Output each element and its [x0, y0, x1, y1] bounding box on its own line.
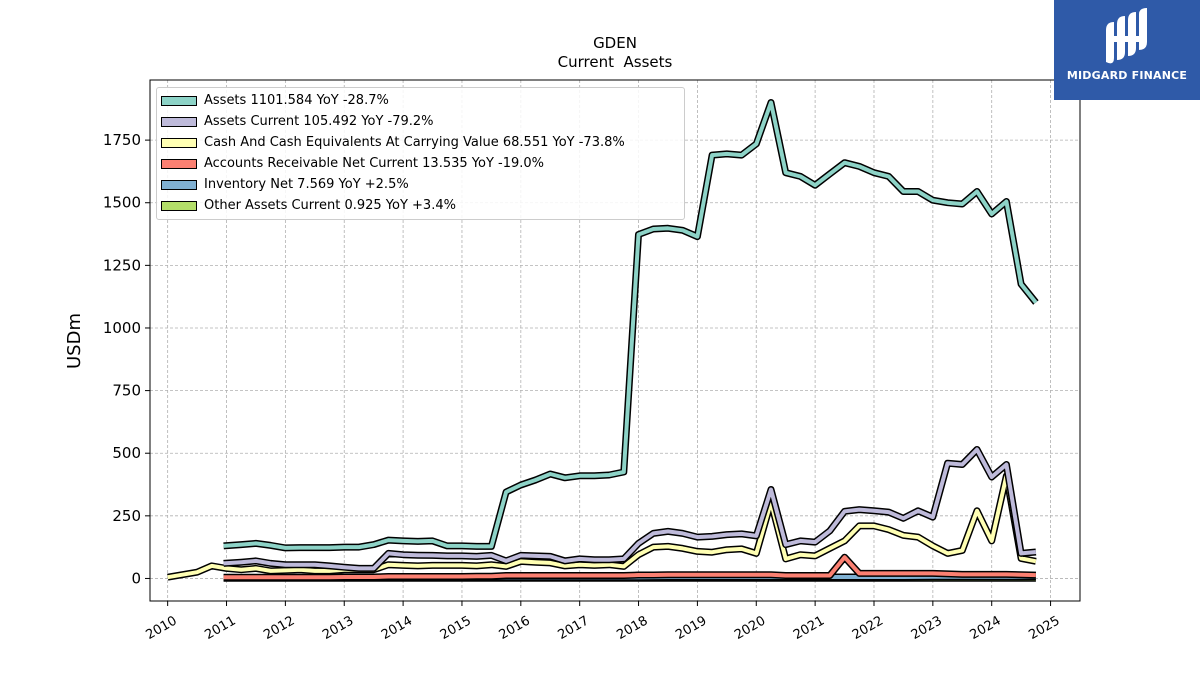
- legend-swatch-assets: [161, 96, 197, 106]
- series-line-assets-current: [223, 447, 1037, 571]
- x-tick-label: 2019: [673, 613, 709, 643]
- legend-label-inventory: Inventory Net 7.569 YoY +2.5%: [204, 177, 409, 192]
- x-tick-label: 2023: [909, 613, 945, 643]
- y-tick-label: 250: [112, 507, 141, 525]
- x-tick-label: 2020: [732, 613, 768, 643]
- legend-label-assets-current: Assets Current 105.492 YoY -79.2%: [204, 114, 434, 129]
- x-tick-label: 2017: [556, 613, 592, 643]
- legend-label-assets: Assets 1101.584 YoY -28.7%: [204, 93, 389, 108]
- series-line-accounts-receivable-net-current: [223, 555, 1036, 580]
- x-tick-label: 2013: [320, 613, 356, 643]
- legend-label-cash: Cash And Cash Equivalents At Carrying Va…: [204, 135, 625, 150]
- legend-swatch-cash: [161, 138, 197, 148]
- series-line-cash-and-cash-equivalents-at-carrying-value: [167, 473, 1037, 580]
- legend-swatch-receivables: [161, 159, 197, 169]
- legend: Assets 1101.584 YoY -28.7% Assets Curren…: [156, 87, 685, 220]
- x-tick-label: 2012: [261, 613, 297, 643]
- x-tick-label: 2015: [438, 613, 474, 643]
- x-tick-label: 2024: [968, 613, 1004, 643]
- chart-subtitle: Current Assets: [558, 53, 673, 71]
- legend-swatch-assets-current: [161, 117, 197, 127]
- series-line-assets: [223, 100, 1038, 550]
- midgard-logo-icon: [1106, 8, 1147, 64]
- chart-title: GDEN: [593, 34, 637, 52]
- brand-name: MIDGARD FINANCE: [1066, 69, 1188, 82]
- legend-swatch-inventory: [161, 180, 197, 190]
- x-tick-label: 2025: [1026, 613, 1062, 643]
- y-tick-label: 1750: [103, 131, 141, 149]
- y-tick-label: 1500: [103, 194, 141, 212]
- series-layer: [167, 99, 1039, 582]
- brand-logo: MIDGARD FINANCE: [1054, 0, 1200, 100]
- y-tick-label: 0: [131, 569, 141, 587]
- legend-label-receivables: Accounts Receivable Net Current 13.535 Y…: [204, 156, 545, 171]
- y-tick-label: 750: [112, 382, 141, 400]
- x-tick-label: 2018: [614, 613, 650, 643]
- legend-swatch-other-assets: [161, 201, 197, 211]
- y-axis-label: USDm: [64, 313, 85, 369]
- y-tick-label: 1000: [103, 319, 141, 337]
- x-tick-label: 2010: [143, 613, 179, 643]
- y-tick-label: 500: [112, 444, 141, 462]
- x-tick-label: 2022: [850, 613, 886, 643]
- x-tick-label: 2016: [497, 613, 533, 643]
- plot-frame: [149, 79, 1081, 602]
- x-tick-label: 2021: [791, 613, 827, 643]
- x-tick-label: 2011: [202, 613, 238, 643]
- y-tick-label: 1250: [103, 256, 141, 274]
- x-tick-label: 2014: [379, 613, 415, 643]
- legend-label-other-assets: Other Assets Current 0.925 YoY +3.4%: [204, 198, 456, 213]
